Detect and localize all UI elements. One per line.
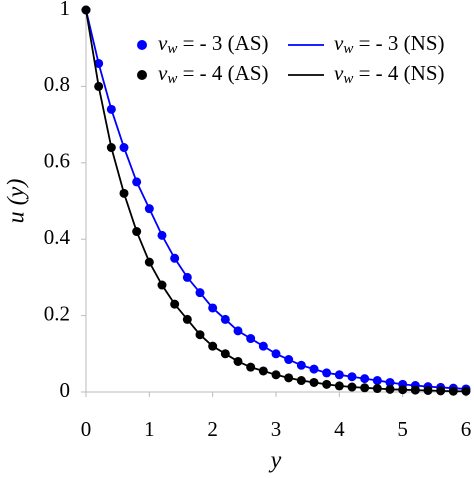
legend-label: vw = - 4 (NS) xyxy=(334,61,445,88)
y-tick-label: 0.4 xyxy=(44,225,71,249)
y-axis-label: u (y) xyxy=(4,179,30,224)
x-tick-label: 5 xyxy=(397,417,408,441)
legend-label: vw = - 3 (NS) xyxy=(334,31,445,58)
y-tick-label: 1 xyxy=(60,0,71,20)
y-tick-label: 0 xyxy=(60,378,71,402)
legend-marker xyxy=(137,40,147,50)
x-tick-label: 4 xyxy=(334,417,345,441)
y-tick-label: 0.6 xyxy=(44,149,70,173)
x-tick-label: 1 xyxy=(144,417,155,441)
series-line xyxy=(85,9,466,393)
x-tick-label: 0 xyxy=(81,417,92,441)
legend-marker xyxy=(137,70,147,80)
y-tick-label: 0.8 xyxy=(44,72,70,96)
x-tick-label: 3 xyxy=(271,417,282,441)
x-tick-label: 2 xyxy=(207,417,218,441)
legend-label: vw = - 4 (AS) xyxy=(158,61,269,88)
x-tick-label: 6 xyxy=(461,417,472,441)
y-tick-label: 0.2 xyxy=(44,301,70,325)
series-line xyxy=(85,9,467,390)
legend-label: vw = - 3 (AS) xyxy=(158,31,269,58)
x-axis-label: y xyxy=(269,448,282,474)
